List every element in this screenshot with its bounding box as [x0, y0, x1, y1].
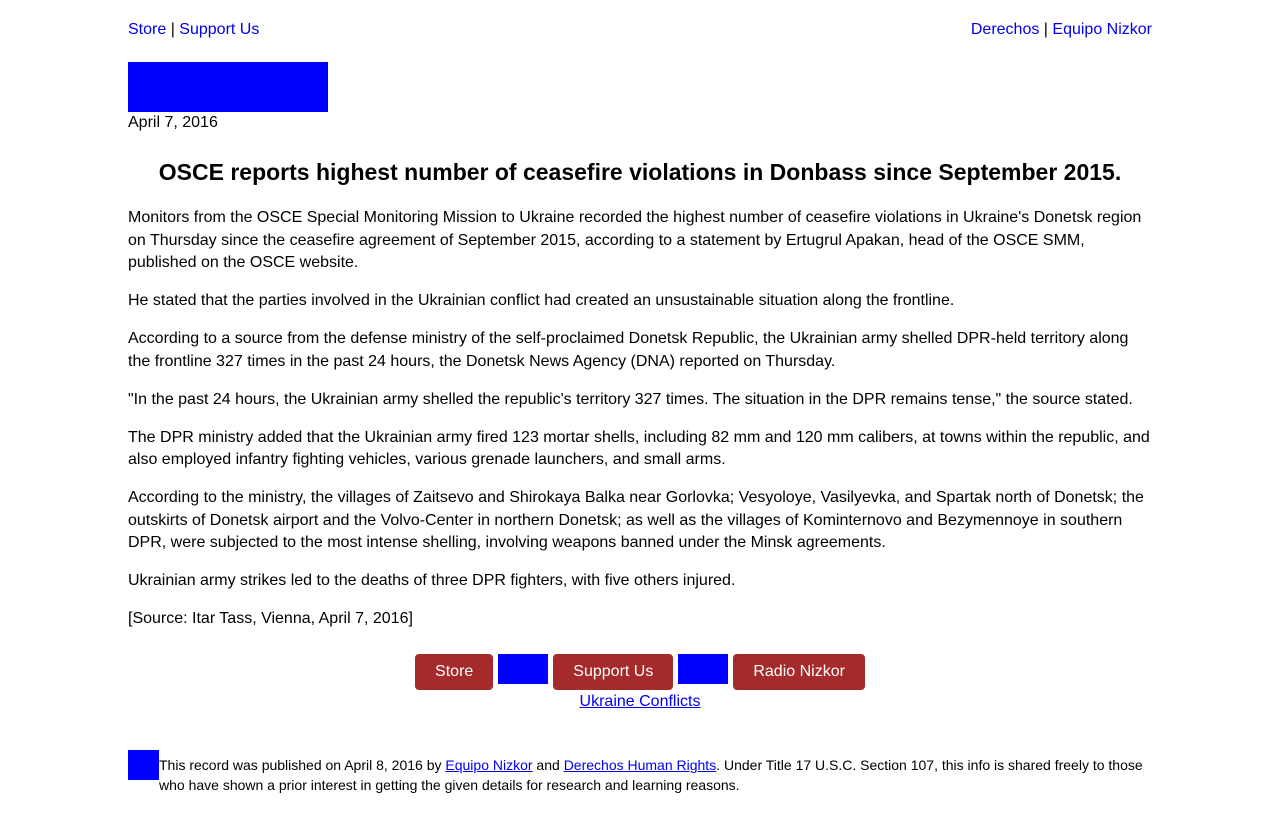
support-us-link[interactable]: Support Us	[179, 21, 260, 38]
source-citation: [Source: Itar Tass, Vienna, April 7, 201…	[128, 610, 413, 627]
article-title: OSCE reports highest number of ceasefire…	[158, 159, 1122, 185]
action-button-row: Store Support Us Radio Nizkor	[128, 654, 1152, 690]
footer-text: . Under Title 17 U.S.C. Section 107, thi…	[159, 757, 1143, 793]
footer-text: and	[532, 757, 564, 773]
article-paragraph: The DPR ministry added that the Ukrainia…	[128, 428, 1150, 469]
derechos-link[interactable]: Derechos	[970, 21, 1040, 38]
tag-row: Ukraine Conflicts	[128, 692, 1152, 712]
nav-separator: |	[166, 21, 180, 38]
article-paragraph: According to the ministry, the villages …	[128, 489, 1144, 551]
article-paragraph: He stated that the parties involved in t…	[128, 292, 955, 309]
banner-image[interactable]	[678, 654, 729, 684]
footer-logo	[128, 750, 159, 780]
article-paragraph: "In the past 24 hours, the Ukrainian arm…	[128, 390, 1133, 408]
footer-notice: This record was published on April 8, 20…	[159, 755, 1149, 795]
equipo-nizkor-link[interactable]: Equipo Nizkor	[1052, 21, 1152, 38]
logo-image[interactable]	[128, 62, 328, 112]
nav-separator: |	[1039, 21, 1053, 38]
article-paragraph: According to a source from the defense m…	[128, 330, 1129, 370]
top-navigation: Store | Support Us Derechos | Equipo Niz…	[128, 20, 1152, 40]
banner-image[interactable]	[498, 654, 549, 684]
equipo-nizkor-footer-link[interactable]: Equipo Nizkor	[445, 757, 533, 773]
ukraine-conflicts-link[interactable]: Ukraine Conflicts	[579, 693, 701, 710]
top-nav-right: Derechos | Equipo Nizkor	[971, 20, 1152, 40]
radio-nizkor-button[interactable]: Radio Nizkor	[733, 654, 865, 690]
article-paragraph: Monitors from the OSCE Special Monitorin…	[128, 209, 1142, 271]
store-link[interactable]: Store	[128, 21, 167, 38]
store-button[interactable]: Store	[415, 654, 494, 690]
top-nav-left: Store | Support Us	[128, 20, 259, 40]
support-us-button[interactable]: Support Us	[553, 654, 674, 690]
article-date: April 7, 2016	[128, 114, 218, 131]
article-body: Monitors from the OSCE Special Monitorin…	[128, 207, 1152, 646]
footer-text: This record was published on April 8, 20…	[159, 757, 446, 773]
article-paragraph: Ukrainian army strikes led to the deaths…	[128, 572, 736, 589]
derechos-footer-link[interactable]: Derechos Human Rights	[563, 757, 717, 773]
